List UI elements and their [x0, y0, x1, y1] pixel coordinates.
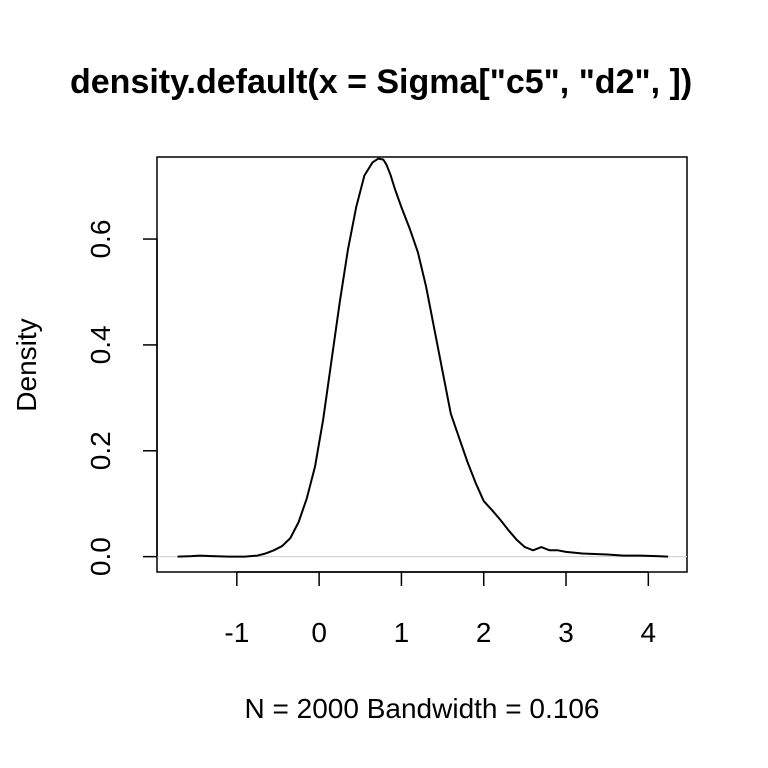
plot-frame — [156, 156, 688, 573]
y-axis-label: Density — [11, 318, 42, 411]
y-tick-label: 0.0 — [85, 537, 116, 576]
x-tick-label: 1 — [394, 617, 410, 648]
x-tick-label: 4 — [641, 617, 657, 648]
y-tick-label: 0.6 — [85, 220, 116, 259]
x-tick-label: -1 — [224, 617, 249, 648]
x-axis: -1 0 1 2 3 4 — [224, 571, 657, 648]
x-tick-label: 2 — [476, 617, 492, 648]
x-axis-label: N = 2000 Bandwidth = 0.106 — [245, 693, 600, 724]
y-tick-label: 0.4 — [85, 325, 116, 364]
density-curve — [177, 157, 669, 558]
x-tick-label: 0 — [311, 617, 327, 648]
y-tick-label: 0.2 — [85, 431, 116, 470]
x-tick-label: 3 — [558, 617, 574, 648]
y-axis: 0.0 0.2 0.4 0.6 — [85, 220, 158, 576]
chart-title: density.default(x = Sigma["c5", "d2", ]) — [70, 63, 692, 101]
